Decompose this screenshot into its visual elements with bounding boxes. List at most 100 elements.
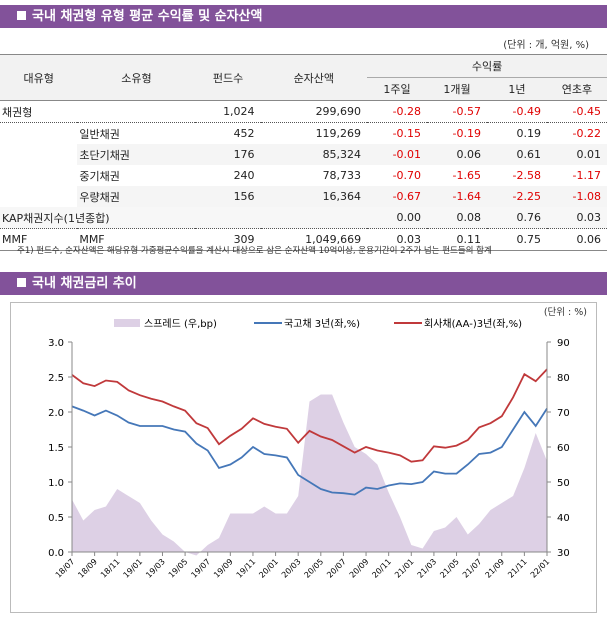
section-header-returns: 국내 채권형 유형 평균 수익률 및 순자산액: [0, 5, 607, 28]
cell-w1: 0.00: [396, 211, 422, 224]
x-tick-label: 20/03: [280, 557, 303, 580]
cell-funds: 452: [233, 127, 255, 140]
cell-w1: -0.70: [392, 169, 422, 182]
header-1m: 1개월: [427, 77, 487, 101]
square-bullet-icon: [17, 11, 26, 20]
header-1w: 1주일: [367, 77, 428, 101]
right-tick-label: 60: [557, 443, 570, 454]
cell-major: [0, 144, 77, 165]
cell-nav: 1,049,669: [305, 233, 362, 246]
chart-unit: (단위 : %): [544, 306, 587, 318]
cell-m1: 0.06: [427, 144, 487, 165]
corp-bond-line: [71, 368, 548, 463]
rates-chart: (단위 : %) 스프레드 (우,bp) 국고채 3년(좌,%) 회사채(AA-…: [48, 306, 587, 580]
x-tick-label: 19/05: [167, 557, 190, 580]
right-tick-label: 70: [557, 408, 570, 419]
x-tick-label: 18/11: [99, 557, 122, 580]
cell-w1: -0.15: [392, 127, 422, 140]
cell-w1: -0.67: [367, 186, 428, 207]
unit-label: (단위 : 개, 억원, %): [503, 40, 589, 51]
cell-funds: 176: [195, 144, 261, 165]
cell-m1: 0.08: [456, 211, 482, 224]
table-row: 중기채권 240 78,733 -0.70 -1.65 -2.58 -1.17: [0, 165, 607, 186]
cell-w1: -0.28: [392, 105, 422, 118]
cell-nav: 119,269: [315, 127, 362, 140]
cell-major: [0, 186, 77, 207]
cell-ytd: -0.22: [572, 127, 601, 140]
section-title: 국내 채권형 유형 평균 수익률 및 순자산액: [32, 9, 263, 24]
x-tick-label: 18/09: [76, 557, 99, 580]
right-tick-label: 90: [557, 338, 570, 349]
spread-area: [72, 394, 547, 556]
legend-gov: 국고채 3년(좌,%): [284, 318, 360, 330]
header-returns: 수익률: [367, 54, 607, 78]
x-tick-label: 20/09: [348, 557, 371, 580]
x-tick-label: 22/01: [529, 557, 552, 580]
cell-m1: 0.11: [456, 233, 482, 246]
square-bullet-icon: [17, 278, 26, 287]
left-tick-label: 3.0: [48, 338, 64, 349]
cell-y1: 0.76: [516, 211, 541, 224]
cell-nav: [261, 207, 368, 229]
cell-funds: 156: [195, 186, 261, 207]
x-tick-label: 19/07: [189, 557, 212, 580]
cell-w1: -0.01: [367, 144, 428, 165]
left-tick-label: 2.5: [48, 373, 64, 384]
x-tick-label: 21/03: [416, 557, 439, 580]
section-header-rates: 국내 채권금리 추이: [0, 272, 607, 295]
cell-y1: 0.61: [487, 144, 547, 165]
x-tick-label: 21/05: [438, 557, 461, 580]
x-tick-label: 20/01: [257, 557, 280, 580]
cell-nav: 78,733: [322, 169, 362, 182]
header-minor: 소유형: [77, 54, 196, 101]
table-row: 일반채권 452 119,269 -0.15 -0.19 0.19 -0.22: [0, 123, 607, 145]
x-tick-label: 21/07: [461, 557, 484, 580]
x-tick-label: 20/07: [325, 557, 348, 580]
cell-y1: 0.75: [516, 233, 541, 246]
left-tick-label: 0.5: [48, 513, 64, 524]
cell-funds: 309: [233, 233, 255, 246]
cell-y1: -2.25: [487, 186, 547, 207]
cell-minor: 초단기채권: [77, 144, 196, 165]
left-tick-label: 1.5: [48, 443, 64, 454]
header-major: 대유형: [0, 54, 78, 101]
cell-m1: -1.64: [427, 186, 487, 207]
chart-container: (단위 : %) 스프레드 (우,bp) 국고채 3년(좌,%) 회사채(AA-…: [10, 302, 597, 613]
cell-minor: MMF: [79, 233, 105, 246]
cell-funds: 240: [233, 169, 255, 182]
cell-m1: -0.57: [452, 105, 481, 118]
cell-y1: 0.19: [516, 127, 541, 140]
header-funds: 펀드수: [195, 54, 261, 101]
cell-m1: -0.19: [452, 127, 481, 140]
cell-nav: 85,324: [260, 144, 368, 165]
right-tick-label: 30: [557, 548, 570, 559]
cell-nav: 16,364: [260, 186, 368, 207]
cell-y1: -2.58: [512, 169, 541, 182]
x-tick-label: 21/09: [484, 557, 507, 580]
left-tick-label: 1.0: [48, 478, 64, 489]
table-row: 채권형 1,024 299,690 -0.28 -0.57 -0.49 -0.45: [0, 101, 607, 123]
right-tick-label: 80: [557, 373, 570, 384]
left-tick-label: 2.0: [48, 408, 64, 419]
cell-minor: 우량채권: [77, 186, 196, 207]
cell-ytd: -0.45: [572, 105, 601, 118]
cell-ytd: 0.03: [576, 211, 602, 224]
x-tick-label: 20/05: [303, 557, 326, 580]
x-tick-label: 20/11: [370, 557, 393, 580]
cell-nav: 299,690: [315, 105, 362, 118]
table-row: 우량채권 156 16,364 -0.67 -1.64 -2.25 -1.08: [0, 186, 607, 207]
x-tick-label: 21/11: [506, 557, 529, 580]
header-1y: 1년: [487, 77, 547, 101]
legend-corp: 회사채(AA-)3년(좌,%): [424, 318, 522, 330]
cell-major: [0, 123, 77, 145]
header-ytd: 연초후: [546, 77, 607, 101]
cell-ytd: 0.06: [576, 233, 602, 246]
left-tick-label: 0.0: [48, 548, 64, 559]
x-tick-label: 19/01: [122, 557, 145, 580]
legend-spread-swatch: [114, 319, 140, 327]
cell-m1: -1.65: [452, 169, 481, 182]
cell-major: KAP채권지수(1년종합): [2, 211, 110, 225]
cell-minor: 일반채권: [79, 127, 120, 141]
cell-minor: 중기채권: [79, 169, 120, 183]
footnote: 주1) 펀드수, 순자산액은 해당유형 가중평균수익률을 계산시 대상으로 삼은…: [17, 246, 492, 256]
